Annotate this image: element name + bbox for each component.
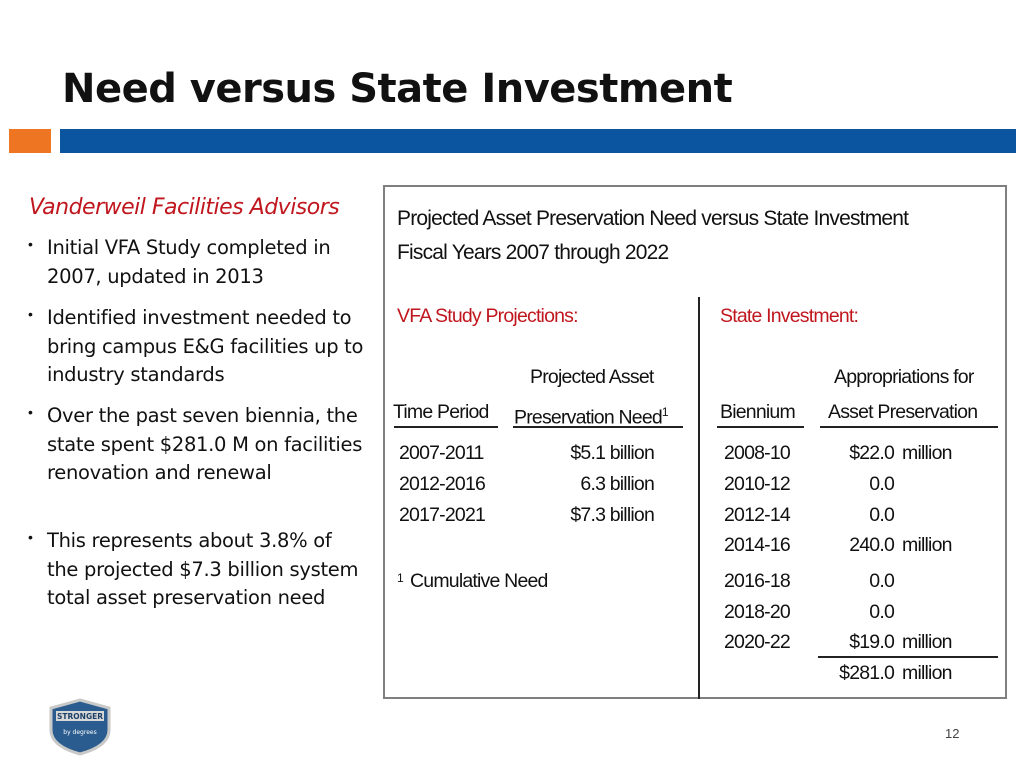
vfa-heading: VFA Study Projections: <box>397 305 579 327</box>
slide-title: Need versus State Investment <box>62 66 733 112</box>
state-amount: 0.0 <box>869 601 895 623</box>
state-biennium: 2016-18 <box>724 570 791 592</box>
state-amount: 240.0 <box>849 534 895 556</box>
state-biennium: 2014-16 <box>724 534 791 556</box>
footnote-superscript: 1 <box>661 405 669 419</box>
vfa-col1-underline <box>394 426 498 428</box>
state-amount: $19.0 <box>849 631 895 653</box>
state-amount: 0.0 <box>869 570 895 592</box>
vfa-col1-header: Time Period <box>393 401 489 423</box>
state-amount: $22.0 <box>849 442 895 464</box>
vfa-need: 6.3 billion <box>580 473 654 495</box>
column-divider <box>698 297 700 699</box>
bullet-dot: • <box>28 236 33 252</box>
box-title-line1: Projected Asset Preservation Need versus… <box>397 207 909 230</box>
vfa-col2-header-line1: Projected Asset <box>530 366 654 388</box>
investment-table-box <box>383 185 1007 699</box>
state-unit: million <box>902 631 952 653</box>
vfa-period: 2007-2011 <box>399 442 484 464</box>
vfa-col2-header-text: Preservation Need <box>514 406 663 429</box>
state-biennium: 2008-10 <box>724 442 791 464</box>
vfa-col2-underline <box>513 426 683 428</box>
state-biennium: 2020-22 <box>724 631 791 653</box>
logo-line1: STRONGER <box>57 712 103 721</box>
stronger-by-degrees-logo: STRONGER by degrees <box>49 698 111 756</box>
state-biennium: 2012-14 <box>724 504 791 526</box>
bullet-text: Identified investment needed to bring ca… <box>47 306 364 386</box>
state-total-amount: $281.0 <box>839 662 895 684</box>
state-col1-header: Biennium <box>720 401 796 423</box>
state-amount: 0.0 <box>869 504 895 526</box>
state-col1-underline <box>717 426 804 428</box>
vfa-period: 2017-2021 <box>399 504 486 526</box>
bullet-dot: • <box>28 529 33 545</box>
state-biennium: 2010-12 <box>724 473 791 495</box>
vfa-need: $5.1 billion <box>570 442 654 464</box>
state-col2-header-line2: Asset Preservation <box>828 401 978 423</box>
vfa-col2-header-line2: Preservation Need1 <box>514 400 669 430</box>
bullet-text: Initial VFA Study completed in 2007, upd… <box>47 236 331 288</box>
total-rule <box>818 656 998 658</box>
footnote-mark: 1 <box>397 571 404 585</box>
state-col2-underline <box>820 426 998 428</box>
state-total-unit: million <box>902 662 952 684</box>
logo-line2: by degrees <box>63 729 96 736</box>
state-col2-header-line1: Appropriations for <box>834 366 974 388</box>
vfa-need: $7.3 billion <box>570 504 654 526</box>
page-number: 12 <box>945 726 960 741</box>
state-heading: State Investment: <box>720 305 859 327</box>
bullet-dot: • <box>28 404 33 420</box>
advisors-heading: Vanderweil Facilities Advisors <box>29 195 340 220</box>
bullet-dot: • <box>28 306 33 322</box>
bullet-text: This represents about 3.8% of the projec… <box>47 529 359 609</box>
state-unit: million <box>902 442 952 464</box>
state-unit: million <box>902 534 952 556</box>
footnote-text: Cumulative Need <box>410 570 548 592</box>
state-biennium: 2018-20 <box>724 601 791 623</box>
vfa-period: 2012-2016 <box>399 473 486 495</box>
state-amount: 0.0 <box>869 473 895 495</box>
blue-header-bar <box>60 129 1016 153</box>
box-title-line2: Fiscal Years 2007 through 2022 <box>397 241 669 264</box>
bullet-text: Over the past seven biennia, the state s… <box>47 404 363 484</box>
orange-accent-bar <box>9 129 51 153</box>
